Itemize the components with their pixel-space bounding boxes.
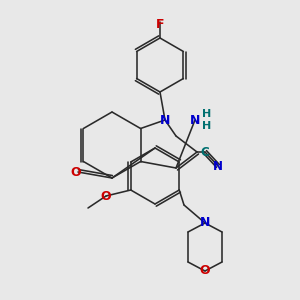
Text: O: O — [71, 166, 81, 178]
Text: O: O — [200, 265, 210, 278]
Text: N: N — [200, 217, 210, 230]
Text: O: O — [101, 190, 111, 202]
Text: F: F — [156, 19, 164, 32]
Text: N: N — [213, 160, 223, 172]
Text: C: C — [201, 146, 209, 158]
Text: H: H — [202, 121, 211, 131]
Text: N: N — [190, 113, 200, 127]
Text: H: H — [202, 109, 211, 119]
Text: N: N — [160, 115, 170, 128]
